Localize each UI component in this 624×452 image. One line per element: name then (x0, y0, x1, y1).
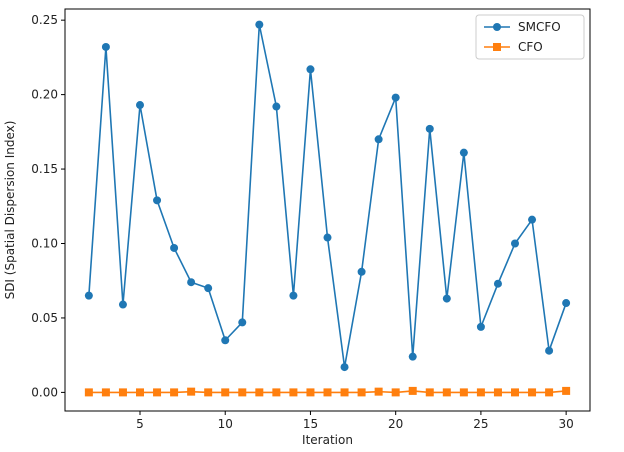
data-point-cfo (562, 386, 571, 395)
data-point-smcfo (118, 300, 127, 309)
data-point-cfo (187, 387, 196, 396)
data-point-smcfo (289, 291, 298, 300)
data-point-smcfo (170, 243, 179, 252)
data-point-cfo (545, 388, 554, 397)
series-layer (84, 20, 571, 397)
data-point-smcfo (136, 101, 144, 110)
data-point-cfo (391, 388, 400, 397)
data-point-cfo (408, 386, 417, 395)
data-point-smcfo (442, 294, 451, 303)
data-point-smcfo (306, 65, 315, 74)
data-point-cfo (204, 388, 213, 397)
data-point-smcfo (357, 267, 366, 276)
y-tick-label: 0.20 (31, 88, 58, 102)
x-tick-label: 30 (558, 417, 573, 431)
x-tick-label: 15 (303, 417, 318, 431)
data-point-smcfo (408, 352, 417, 361)
plot-frame (64, 8, 591, 412)
data-point-cfo (476, 388, 485, 397)
data-point-cfo (442, 388, 451, 397)
data-point-smcfo (476, 322, 485, 331)
legend-marker-smcfo (493, 23, 501, 31)
legend-label-cfo: CFO (518, 40, 543, 54)
data-point-smcfo (153, 196, 162, 205)
x-tick-label: 20 (388, 417, 403, 431)
data-point-smcfo (255, 20, 264, 29)
data-point-cfo (136, 388, 144, 397)
data-point-cfo (118, 388, 127, 397)
data-point-cfo (153, 388, 162, 397)
data-point-smcfo (562, 299, 571, 308)
data-point-smcfo (425, 124, 434, 133)
y-axis: 0.00 0.05 0.10 0.15 0.20 0.25 (31, 13, 65, 399)
data-point-cfo (425, 388, 434, 397)
x-axis: 5 10 15 20 25 30 (136, 411, 574, 431)
data-point-smcfo (101, 42, 110, 51)
data-point-cfo (374, 387, 383, 396)
legend: SMCFO CFO (475, 14, 585, 60)
data-point-cfo (459, 388, 468, 397)
data-point-smcfo (187, 278, 196, 287)
data-point-cfo (221, 388, 230, 397)
data-point-smcfo (528, 215, 537, 224)
x-axis-label: Iteration (302, 433, 353, 447)
data-point-cfo (101, 388, 110, 397)
data-point-smcfo (545, 346, 554, 355)
y-tick-label: 0.10 (31, 237, 58, 251)
y-axis-label: SDI (Spatial Dispersion Index) (3, 121, 17, 300)
data-point-smcfo (459, 148, 468, 157)
y-tick-label: 0.25 (31, 13, 58, 27)
data-point-cfo (84, 388, 93, 397)
data-point-smcfo (340, 363, 349, 372)
y-tick-label: 0.00 (31, 385, 58, 399)
y-tick-label: 0.05 (31, 311, 58, 325)
legend-label-smcfo: SMCFO (518, 20, 561, 34)
data-point-cfo (272, 388, 281, 397)
y-tick-label: 0.15 (31, 162, 58, 176)
data-point-smcfo (84, 291, 93, 300)
data-point-smcfo (374, 135, 383, 144)
x-tick-label: 5 (136, 417, 144, 431)
data-point-cfo (493, 388, 502, 397)
data-point-smcfo (493, 279, 502, 288)
legend-marker-cfo (493, 43, 501, 51)
data-point-cfo (238, 388, 247, 397)
data-point-smcfo (204, 284, 213, 293)
data-point-cfo (255, 388, 264, 397)
data-point-smcfo (238, 318, 247, 327)
data-point-smcfo (221, 336, 230, 345)
data-point-smcfo (511, 239, 519, 248)
data-point-cfo (511, 388, 519, 397)
data-point-cfo (340, 388, 349, 397)
data-point-cfo (306, 388, 315, 397)
data-point-smcfo (272, 102, 281, 111)
data-point-smcfo (391, 93, 400, 102)
data-point-cfo (170, 388, 179, 397)
x-tick-label: 25 (473, 417, 488, 431)
data-point-smcfo (323, 233, 332, 242)
data-point-cfo (323, 388, 332, 397)
legend-box (475, 14, 585, 60)
x-tick-label: 10 (218, 417, 233, 431)
data-point-cfo (357, 388, 366, 397)
data-point-cfo (289, 388, 298, 397)
data-point-cfo (528, 388, 537, 397)
